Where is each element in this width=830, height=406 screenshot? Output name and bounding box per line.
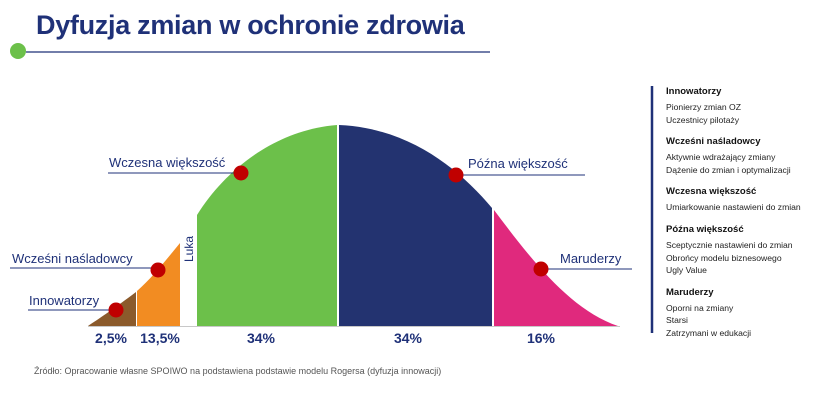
segment-early-adopters [137, 243, 180, 326]
marker-innovators [108, 302, 124, 318]
legend-item: Obrońcy modelu biznesowego [666, 252, 782, 263]
legend-group-late-majority: Późna większość Sceptycznie nastawieni d… [666, 224, 826, 277]
label-early-majority: Wczesna większość [109, 155, 226, 170]
label-gap: Luka [182, 236, 196, 262]
percent-early-adopters: 13,5% [140, 330, 180, 346]
segment-innovators [88, 292, 136, 326]
marker-late-majority [448, 167, 464, 183]
percent-innovators: 2,5% [95, 330, 127, 346]
legend-title: Późna większość [666, 223, 744, 235]
legend-item: Dążenie do zmian i optymalizacji [666, 164, 791, 175]
legend-item: Aktywnie wdrażający zmiany [666, 152, 776, 163]
marker-early-majority [233, 165, 249, 181]
legend-title: Maruderzy [666, 286, 714, 298]
legend-item: Uczestnicy pilotaży [666, 114, 740, 125]
percent-early-majority: 34% [247, 330, 276, 346]
label-laggards: Maruderzy [560, 251, 622, 266]
legend-group-early-adopters: Wcześni naśladowcy Aktywnie wdrażający z… [666, 136, 826, 176]
legend-group-innovators: Innowatorzy Pionierzy zmian OZ Uczestnic… [666, 86, 826, 126]
legend-item: Umiarkowanie nastawieni do zmian [666, 202, 801, 213]
percent-late-majority: 34% [394, 330, 423, 346]
legend-group-early-majority: Wczesna większość Umiarkowanie nastawien… [666, 186, 826, 214]
marker-laggards [533, 261, 549, 277]
source-note: Źródło: Opracowanie własne SPOIWO na pod… [34, 366, 442, 376]
legend-item: Ugly Value [666, 265, 707, 276]
legend-title: Wczesna większość [666, 186, 757, 198]
segment-early-majority [197, 125, 337, 326]
label-early-adopters: Wcześni naśladowcy [12, 251, 133, 266]
legend: Innowatorzy Pionierzy zmian OZ Uczestnic… [666, 86, 826, 350]
legend-item: Sceptycznie nastawieni do zmian [666, 239, 793, 250]
page-title: Dyfuzja zmian w ochronie zdrowia [36, 10, 465, 40]
legend-group-laggards: Maruderzy Oporni na zmiany Starsi Zatrzy… [666, 287, 826, 340]
label-late-majority: Późna większość [468, 156, 568, 171]
label-innovators: Innowatorzy [29, 293, 100, 308]
legend-item: Oporni na zmiany [666, 302, 734, 313]
percent-laggards: 16% [527, 330, 556, 346]
legend-item: Pionierzy zmian OZ [666, 102, 741, 112]
segment-laggards [494, 210, 618, 326]
legend-item: Zatrzymani w edukacji [666, 327, 752, 338]
marker-early-adopters [150, 262, 166, 278]
title-bullet-icon [10, 43, 26, 59]
legend-item: Starsi [666, 315, 688, 326]
legend-title: Wcześni naśladowcy [666, 136, 761, 148]
legend-title: Innowatorzy [666, 86, 722, 97]
